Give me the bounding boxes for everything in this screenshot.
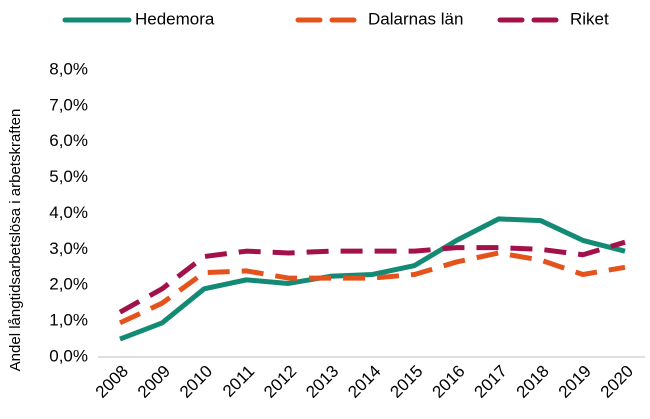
x-tick-label: 2017 bbox=[471, 362, 511, 402]
x-tick-label: 2014 bbox=[344, 362, 384, 402]
legend-label: Dalarnas län bbox=[368, 9, 463, 28]
x-tick-label: 2011 bbox=[219, 362, 258, 401]
y-tick-label: 5,0% bbox=[49, 167, 88, 186]
x-tick-label: 2020 bbox=[597, 362, 637, 402]
x-tick-label: 2008 bbox=[92, 362, 132, 402]
y-tick-label: 0,0% bbox=[49, 346, 88, 365]
y-tick-label: 4,0% bbox=[49, 203, 88, 222]
x-tick-label: 2009 bbox=[134, 362, 174, 402]
y-axis-title: Andel långtidsarbetslösa i arbetskraften bbox=[7, 109, 24, 372]
x-tick-label: 2010 bbox=[176, 362, 216, 402]
y-tick-label: 2,0% bbox=[49, 275, 88, 294]
y-tick-label: 1,0% bbox=[49, 311, 88, 330]
y-tick-label: 3,0% bbox=[49, 239, 88, 258]
x-tick-label: 2015 bbox=[386, 362, 426, 402]
series-line bbox=[119, 216, 626, 342]
legend-label: Riket bbox=[570, 9, 609, 28]
x-tick-label: 2019 bbox=[555, 362, 595, 402]
y-tick-label: 8,0% bbox=[49, 59, 88, 78]
legend-label: Hedemora bbox=[135, 9, 215, 28]
x-tick-label: 2016 bbox=[428, 362, 468, 402]
x-tick-label: 2018 bbox=[513, 362, 553, 402]
y-tick-label: 6,0% bbox=[49, 131, 88, 150]
y-tick-label: 7,0% bbox=[49, 95, 88, 114]
x-tick-label: 2013 bbox=[302, 362, 342, 402]
series-line bbox=[118, 250, 626, 326]
x-tick-label: 2012 bbox=[260, 362, 300, 402]
